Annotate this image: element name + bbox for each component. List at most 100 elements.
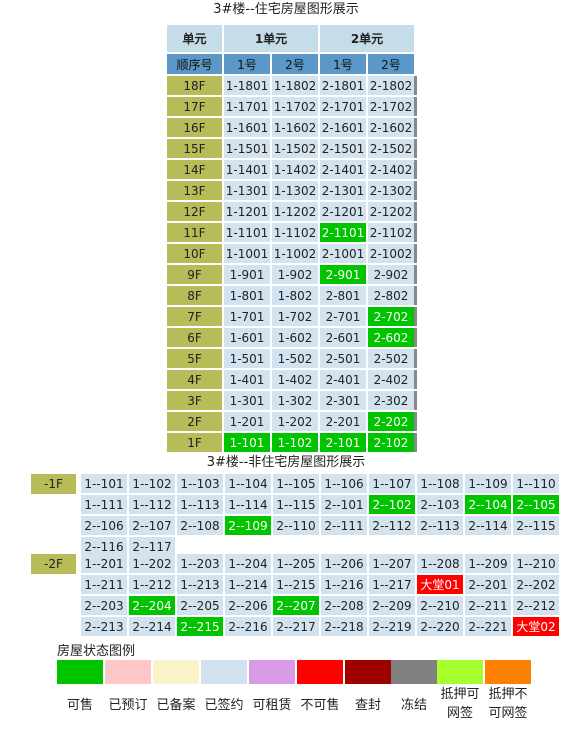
room-cell[interactable]: 1--104 [225, 474, 271, 493]
room-cell[interactable]: 1-1402 [272, 160, 318, 179]
room-cell[interactable]: 1-1301 [224, 181, 270, 200]
room-cell[interactable]: 1-1601 [224, 118, 270, 137]
room-cell[interactable]: 1--107 [369, 474, 415, 493]
room-cell[interactable]: 1--112 [129, 495, 175, 514]
room-cell[interactable]: 1-902 [272, 265, 318, 284]
room-cell[interactable]: 2--215 [177, 617, 223, 636]
room-cell[interactable]: 2--102 [369, 495, 415, 514]
room-cell[interactable]: 2--212 [513, 596, 559, 615]
room-cell[interactable]: 2-1401 [320, 160, 366, 179]
room-cell[interactable]: 1--211 [81, 575, 127, 594]
room-cell[interactable]: 2-1001 [320, 244, 366, 263]
room-cell[interactable]: 2-401 [320, 370, 366, 389]
room-cell[interactable]: 2--211 [465, 596, 511, 615]
room-cell[interactable]: 2-501 [320, 349, 366, 368]
room-cell[interactable]: 1-1502 [272, 139, 318, 158]
room-cell[interactable]: 2-302 [368, 391, 414, 410]
room-cell[interactable]: 1--101 [81, 474, 127, 493]
room-cell[interactable]: 1--202 [129, 554, 175, 573]
room-cell[interactable]: 2-702 [368, 307, 414, 326]
room-cell[interactable]: 1-1102 [272, 223, 318, 242]
room-cell[interactable]: 1-901 [224, 265, 270, 284]
room-cell[interactable]: 2--216 [225, 617, 271, 636]
room-cell[interactable]: 大堂01 [417, 575, 463, 594]
room-cell[interactable]: 2-802 [368, 286, 414, 305]
room-cell[interactable]: 1-801 [224, 286, 270, 305]
room-cell[interactable]: 2--210 [417, 596, 463, 615]
room-cell[interactable]: 1-1201 [224, 202, 270, 221]
room-cell[interactable]: 2--116 [81, 537, 127, 556]
room-cell[interactable]: 2--105 [513, 495, 559, 514]
room-cell[interactable]: 2--221 [465, 617, 511, 636]
room-cell[interactable]: 2--104 [465, 495, 511, 514]
room-cell[interactable]: 2--202 [513, 575, 559, 594]
room-cell[interactable]: 1--105 [273, 474, 319, 493]
room-cell[interactable]: 1--208 [417, 554, 463, 573]
room-cell[interactable]: 1--203 [177, 554, 223, 573]
room-cell[interactable]: 2-1202 [368, 202, 414, 221]
room-cell[interactable]: 2-902 [368, 265, 414, 284]
room-cell[interactable]: 2--108 [177, 516, 223, 535]
room-cell[interactable]: 1-501 [224, 349, 270, 368]
room-cell[interactable]: 1--109 [465, 474, 511, 493]
room-cell[interactable]: 2-1602 [368, 118, 414, 137]
room-cell[interactable]: 1-701 [224, 307, 270, 326]
room-cell[interactable]: 2-101 [320, 433, 366, 452]
room-cell[interactable]: 2-502 [368, 349, 414, 368]
room-cell[interactable]: 2-601 [320, 328, 366, 347]
room-cell[interactable]: 2-402 [368, 370, 414, 389]
room-cell[interactable]: 2-1501 [320, 139, 366, 158]
room-cell[interactable]: 1-401 [224, 370, 270, 389]
room-cell[interactable]: 2-301 [320, 391, 366, 410]
room-cell[interactable]: 1--209 [465, 554, 511, 573]
room-cell[interactable]: 1--115 [273, 495, 319, 514]
room-cell[interactable]: 2--217 [273, 617, 319, 636]
room-cell[interactable]: 1-702 [272, 307, 318, 326]
room-cell[interactable]: 1--106 [321, 474, 367, 493]
room-cell[interactable]: 1-1802 [272, 76, 318, 95]
room-cell[interactable]: 2--107 [129, 516, 175, 535]
room-cell[interactable]: 1--215 [273, 575, 319, 594]
room-cell[interactable]: 1--102 [129, 474, 175, 493]
room-cell[interactable]: 2-1201 [320, 202, 366, 221]
room-cell[interactable]: 1--110 [513, 474, 559, 493]
room-cell[interactable]: 1-301 [224, 391, 270, 410]
room-cell[interactable]: 1--108 [417, 474, 463, 493]
room-cell[interactable]: 2--201 [465, 575, 511, 594]
room-cell[interactable]: 2--112 [369, 516, 415, 535]
room-cell[interactable]: 2--207 [273, 596, 319, 615]
room-cell[interactable]: 1-1801 [224, 76, 270, 95]
room-cell[interactable]: 2--218 [321, 617, 367, 636]
room-cell[interactable]: 2-1402 [368, 160, 414, 179]
room-cell[interactable]: 1-402 [272, 370, 318, 389]
room-cell[interactable]: 2-1302 [368, 181, 414, 200]
room-cell[interactable]: 2--206 [225, 596, 271, 615]
room-cell[interactable]: 2-1102 [368, 223, 414, 242]
room-cell[interactable]: 2-1101 [320, 223, 366, 242]
room-cell[interactable]: 1--201 [81, 554, 127, 573]
room-cell[interactable]: 2-801 [320, 286, 366, 305]
room-cell[interactable]: 1-101 [224, 433, 270, 452]
room-cell[interactable]: 1--205 [273, 554, 319, 573]
room-cell[interactable]: 1-502 [272, 349, 318, 368]
room-cell[interactable]: 1-602 [272, 328, 318, 347]
room-cell[interactable]: 1--207 [369, 554, 415, 573]
room-cell[interactable]: 2--204 [129, 596, 175, 615]
room-cell[interactable]: 1-1401 [224, 160, 270, 179]
room-cell[interactable]: 1-1302 [272, 181, 318, 200]
room-cell[interactable]: 2--219 [369, 617, 415, 636]
room-cell[interactable]: 1-1602 [272, 118, 318, 137]
room-cell[interactable]: 2-1702 [368, 97, 414, 116]
room-cell[interactable]: 1--214 [225, 575, 271, 594]
room-cell[interactable]: 1-202 [272, 412, 318, 431]
room-cell[interactable]: 1--216 [321, 575, 367, 594]
room-cell[interactable]: 2--110 [273, 516, 319, 535]
room-cell[interactable]: 2-1802 [368, 76, 414, 95]
room-cell[interactable]: 1--204 [225, 554, 271, 573]
room-cell[interactable]: 2-901 [320, 265, 366, 284]
room-cell[interactable]: 2--205 [177, 596, 223, 615]
room-cell[interactable]: 2-202 [368, 412, 414, 431]
room-cell[interactable]: 2--209 [369, 596, 415, 615]
room-cell[interactable]: 1-1001 [224, 244, 270, 263]
room-cell[interactable]: 2--214 [129, 617, 175, 636]
